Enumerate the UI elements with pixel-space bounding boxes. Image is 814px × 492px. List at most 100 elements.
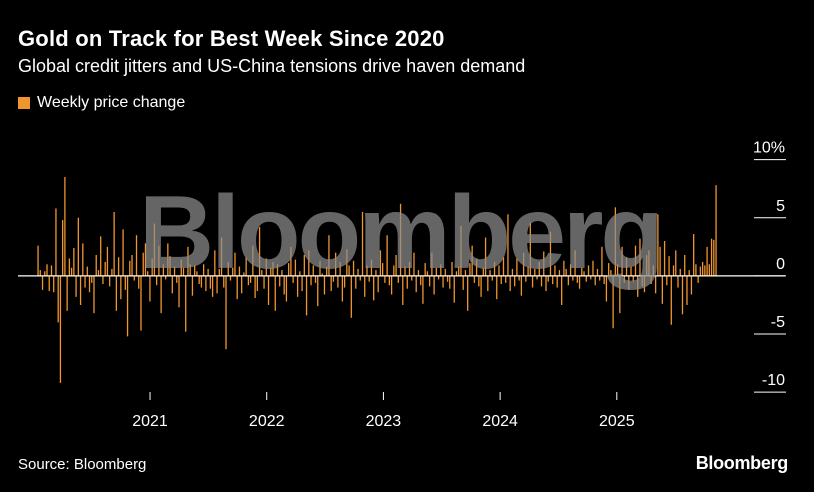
bar xyxy=(294,259,297,276)
bar xyxy=(381,263,384,276)
bar xyxy=(679,268,681,276)
y-tick-label: 5 xyxy=(776,198,785,215)
bar xyxy=(422,275,424,304)
chart-subtitle: Global credit jitters and US-China tensi… xyxy=(18,56,526,76)
bar xyxy=(265,258,267,276)
bar xyxy=(41,275,44,290)
bar xyxy=(545,275,547,292)
bar xyxy=(514,275,516,287)
bar xyxy=(411,275,413,281)
bar xyxy=(59,275,62,383)
bar xyxy=(390,275,393,295)
bar xyxy=(509,275,511,292)
bar xyxy=(518,275,520,281)
bar xyxy=(393,265,395,276)
bar xyxy=(527,266,529,276)
bar xyxy=(214,250,216,276)
bar xyxy=(198,275,200,285)
bar xyxy=(232,267,234,276)
bar xyxy=(335,252,337,276)
bar xyxy=(113,211,115,276)
bar xyxy=(283,275,285,295)
bar xyxy=(263,275,265,289)
bar xyxy=(543,251,545,276)
bar xyxy=(104,261,106,276)
bar xyxy=(531,275,534,288)
bar xyxy=(375,270,377,276)
bar xyxy=(355,275,357,289)
bar xyxy=(361,211,364,276)
bar xyxy=(420,275,422,286)
bar xyxy=(330,275,332,292)
bar xyxy=(323,275,326,295)
bar xyxy=(138,275,140,289)
bar xyxy=(77,217,79,276)
bar xyxy=(446,275,449,282)
bar xyxy=(529,222,531,276)
bar xyxy=(155,275,158,286)
bar xyxy=(191,275,194,296)
bar xyxy=(267,275,270,305)
bar xyxy=(616,264,619,276)
bar xyxy=(133,275,135,281)
bar xyxy=(473,275,476,283)
bar xyxy=(245,257,247,276)
bar xyxy=(596,268,599,276)
bar xyxy=(397,275,399,283)
bar xyxy=(505,275,507,283)
bar xyxy=(487,275,489,292)
bar xyxy=(270,267,272,276)
bar xyxy=(247,275,250,286)
bar xyxy=(225,275,227,350)
bar xyxy=(243,272,245,276)
bar xyxy=(207,268,209,276)
bar xyxy=(614,207,617,276)
bar xyxy=(431,252,433,276)
bar xyxy=(350,275,352,318)
bar xyxy=(317,275,319,307)
bar xyxy=(285,275,288,302)
bar xyxy=(480,275,482,297)
bar xyxy=(290,246,292,276)
bar xyxy=(62,220,64,276)
bar xyxy=(681,275,684,315)
bar xyxy=(572,275,574,281)
bar xyxy=(713,239,715,276)
bar xyxy=(576,275,578,283)
bar xyxy=(162,264,165,276)
bar xyxy=(86,266,88,276)
bar xyxy=(522,252,525,276)
bar xyxy=(552,275,554,285)
bar xyxy=(144,243,147,276)
bar xyxy=(646,254,648,276)
bar xyxy=(173,266,176,276)
bar xyxy=(547,275,549,282)
bar xyxy=(254,275,256,298)
bar xyxy=(496,275,498,300)
bar xyxy=(292,275,294,283)
bar xyxy=(558,270,561,276)
bar xyxy=(520,275,523,296)
bar xyxy=(249,275,252,283)
bar xyxy=(699,266,702,276)
bar xyxy=(384,275,386,283)
bar xyxy=(605,275,608,302)
bar xyxy=(379,250,382,276)
bar xyxy=(639,238,641,276)
y-tick-label: 0 xyxy=(776,256,785,273)
chart-title: Gold on Track for Best Week Since 2020 xyxy=(18,26,445,51)
bar xyxy=(288,263,290,276)
bar xyxy=(337,275,339,288)
bar xyxy=(218,268,220,276)
bar xyxy=(402,275,404,305)
bar xyxy=(690,275,693,295)
bar xyxy=(475,258,478,276)
bar xyxy=(370,259,373,276)
bar xyxy=(102,275,104,285)
bar xyxy=(211,275,214,297)
bar xyxy=(417,270,420,276)
bar xyxy=(621,246,623,276)
bar xyxy=(408,261,411,276)
bar xyxy=(554,265,556,276)
bar xyxy=(670,275,672,325)
